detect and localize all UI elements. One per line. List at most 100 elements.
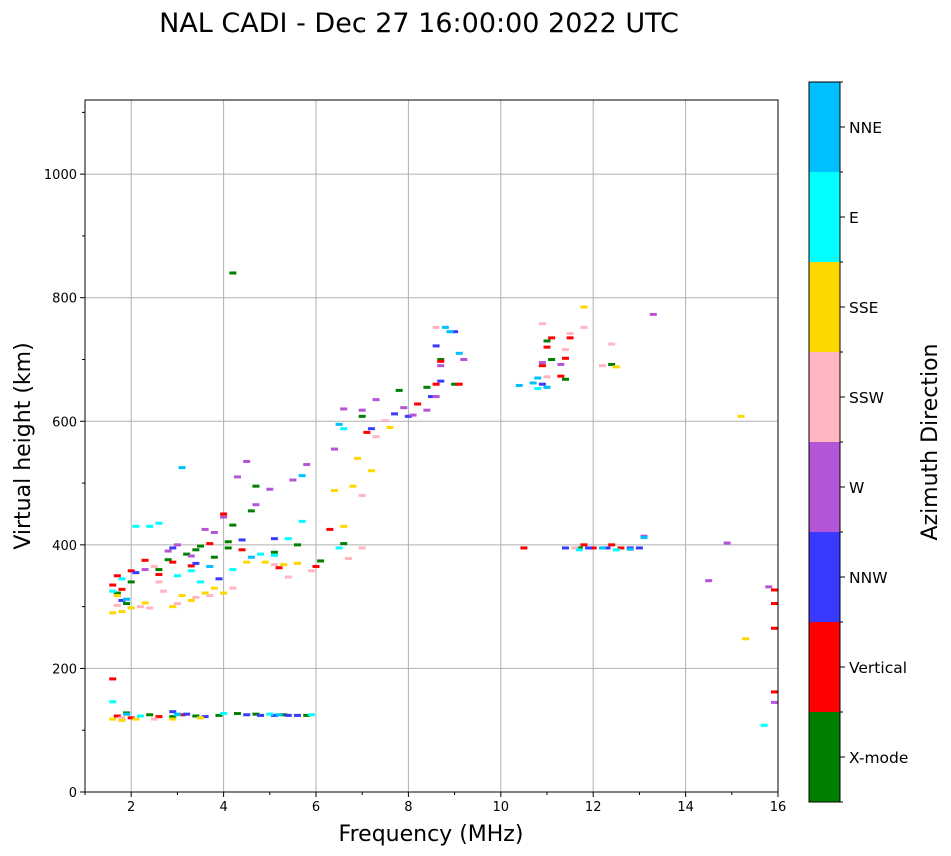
data-point (270, 553, 278, 557)
data-point (520, 546, 528, 550)
data-point (229, 568, 237, 572)
data-point (307, 569, 315, 573)
data-point (113, 574, 121, 578)
data-point (561, 348, 569, 352)
data-point (771, 700, 778, 704)
data-point (765, 585, 773, 589)
data-point (192, 595, 200, 599)
data-point (608, 362, 616, 366)
data-point (220, 712, 228, 716)
data-point (612, 365, 620, 369)
data-point (229, 271, 237, 275)
data-point (561, 356, 569, 360)
data-point (344, 556, 352, 560)
data-point (432, 382, 440, 386)
x-axis: 2 4 6 8 10 12 14 16 (84, 792, 786, 815)
data-point (118, 577, 126, 581)
data-point (534, 387, 542, 391)
data-point (192, 714, 200, 718)
data-point (367, 469, 375, 473)
data-point (391, 412, 399, 416)
data-point (109, 700, 117, 704)
data-point (580, 543, 588, 547)
data-point (113, 603, 121, 607)
data-point (543, 385, 551, 389)
data-point (571, 546, 579, 550)
data-point (178, 713, 186, 717)
data-point (243, 560, 251, 564)
data-point (160, 589, 168, 593)
colorbar-tick-label: X-mode (849, 749, 908, 767)
data-point (284, 713, 292, 717)
data-point (294, 543, 302, 547)
data-point (543, 375, 551, 379)
data-point (109, 611, 117, 615)
data-point (127, 569, 135, 573)
colorbar-tick-label: SSE (849, 299, 878, 317)
colorbar-label: Azimuth Direction (918, 343, 943, 540)
data-point (141, 601, 149, 605)
data-point (118, 718, 126, 722)
data-point (515, 383, 523, 387)
data-point (247, 555, 255, 559)
data-point (340, 427, 348, 431)
data-point (275, 713, 283, 717)
colorbar-segment (809, 262, 840, 352)
data-point (294, 561, 302, 565)
data-point (561, 377, 569, 381)
colorbar-segment (809, 172, 840, 262)
data-point (437, 379, 445, 383)
data-point (155, 573, 163, 577)
data-point (146, 713, 154, 717)
data-point (178, 594, 186, 598)
data-point (381, 419, 389, 423)
data-point (294, 713, 302, 717)
data-point (538, 364, 546, 368)
data-point (455, 382, 463, 386)
plot-frame (84, 99, 779, 793)
data-point (423, 408, 431, 412)
data-point (164, 558, 172, 562)
data-point (372, 398, 380, 402)
data-point (201, 527, 209, 531)
data-point (155, 715, 163, 719)
data-point (340, 524, 348, 528)
data-point (437, 359, 445, 363)
data-point (109, 589, 117, 593)
data-point (270, 537, 278, 541)
data-point (187, 569, 195, 573)
data-point (127, 580, 135, 584)
data-point (155, 568, 163, 572)
data-point (326, 527, 334, 531)
data-point (298, 474, 306, 478)
data-point (224, 546, 232, 550)
data-point (206, 564, 214, 568)
data-point (215, 713, 223, 717)
data-point (441, 325, 449, 329)
data-point (192, 561, 200, 565)
data-point (566, 336, 574, 340)
data-point (543, 339, 551, 343)
colorbar-tick-label: Vertical (849, 659, 907, 677)
x-tick-label: 12 (585, 800, 602, 815)
data-point (349, 484, 357, 488)
x-tick-label: 4 (219, 800, 227, 815)
data-point (534, 376, 542, 380)
data-point (150, 564, 158, 568)
data-point (187, 598, 195, 602)
data-point (557, 374, 565, 378)
data-point (358, 546, 366, 550)
data-point (220, 591, 228, 595)
data-point (252, 503, 260, 507)
data-point (233, 712, 241, 716)
data-point (113, 591, 121, 595)
colorbar: X-mode Vertical NNW W SSW SSE E NNE (808, 81, 908, 803)
data-point (598, 364, 606, 368)
data-point (197, 716, 204, 720)
data-point (261, 560, 269, 564)
data-point (538, 382, 546, 386)
y-axis: 0 200 400 600 800 1000 (44, 111, 85, 801)
data-point (335, 422, 343, 426)
data-point (603, 546, 611, 550)
data-point (238, 538, 246, 542)
